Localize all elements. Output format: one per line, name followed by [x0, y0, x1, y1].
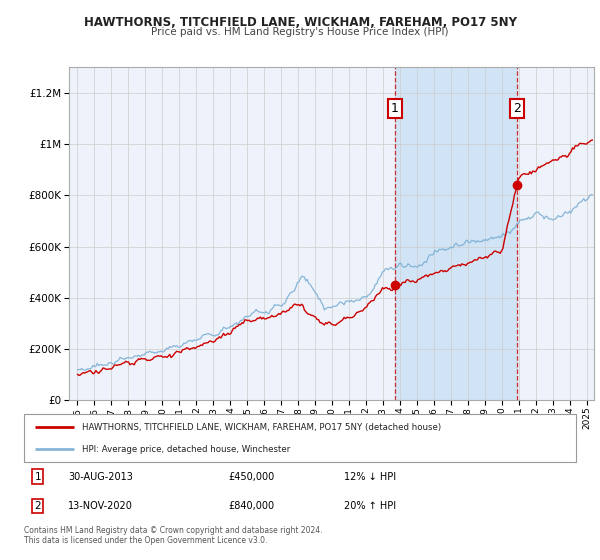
Text: £840,000: £840,000 [228, 501, 274, 511]
Bar [395, 67, 517, 400]
Text: 13-NOV-2020: 13-NOV-2020 [68, 501, 133, 511]
Text: 1: 1 [34, 472, 41, 482]
Text: HPI: Average price, detached house, Winchester: HPI: Average price, detached house, Winc… [82, 445, 290, 454]
Text: 1: 1 [391, 102, 398, 115]
Text: HAWTHORNS, TITCHFIELD LANE, WICKHAM, FAREHAM, PO17 5NY (detached house): HAWTHORNS, TITCHFIELD LANE, WICKHAM, FAR… [82, 423, 441, 432]
Text: 2: 2 [34, 501, 41, 511]
Text: HAWTHORNS, TITCHFIELD LANE, WICKHAM, FAREHAM, PO17 5NY: HAWTHORNS, TITCHFIELD LANE, WICKHAM, FAR… [83, 16, 517, 29]
Text: 20% ↑ HPI: 20% ↑ HPI [344, 501, 396, 511]
Text: Price paid vs. HM Land Registry's House Price Index (HPI): Price paid vs. HM Land Registry's House … [151, 27, 449, 37]
Text: 12% ↓ HPI: 12% ↓ HPI [344, 472, 396, 482]
Text: 30-AUG-2013: 30-AUG-2013 [68, 472, 133, 482]
Text: £450,000: £450,000 [228, 472, 274, 482]
Text: This data is licensed under the Open Government Licence v3.0.: This data is licensed under the Open Gov… [24, 536, 268, 545]
Text: Contains HM Land Registry data © Crown copyright and database right 2024.: Contains HM Land Registry data © Crown c… [24, 526, 323, 535]
Text: 2: 2 [513, 102, 521, 115]
FancyBboxPatch shape [24, 414, 576, 462]
